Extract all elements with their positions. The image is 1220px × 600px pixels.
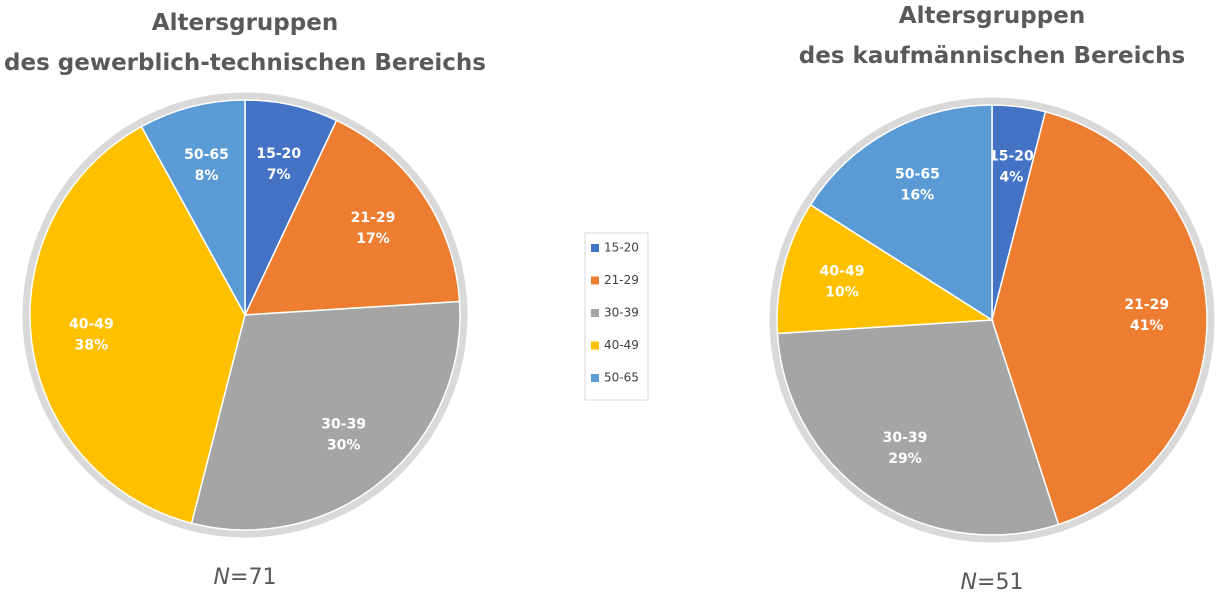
slice-category: 30-39 — [321, 416, 366, 432]
legend-label: 21-29 — [604, 273, 639, 287]
pie-slice — [991, 110, 1208, 526]
legend-swatch — [591, 309, 599, 317]
slice-value: 38% — [75, 337, 109, 353]
slice-value: 16% — [901, 187, 935, 203]
legend-label: 40-49 — [604, 338, 639, 352]
legend-swatch — [591, 244, 599, 252]
n-note: N=51 — [960, 570, 1024, 595]
slice-category: 21-29 — [1124, 297, 1169, 313]
legend-label: 50-65 — [604, 371, 639, 385]
legend-label: 15-20 — [604, 241, 639, 255]
slice-value: 10% — [825, 285, 859, 301]
slice-category: 15-20 — [989, 148, 1034, 164]
pie-slice — [29, 125, 246, 525]
slice-category: 15-20 — [256, 146, 301, 162]
n-note: N=71 — [213, 565, 277, 590]
pie-slice — [776, 203, 995, 335]
pie-slice — [140, 99, 246, 316]
pie-shadow — [769, 97, 1215, 543]
chart-title: des kaufmännischen Bereichs — [799, 43, 1185, 69]
slice-value: 4% — [1000, 169, 1024, 185]
slice-value: 17% — [356, 231, 390, 247]
slice-category: 40-49 — [69, 316, 114, 332]
chart-title: Altersgruppen — [899, 3, 1085, 29]
pie-slice — [243, 119, 461, 316]
chart-title: des gewerblich-technischen Bereichs — [4, 50, 486, 76]
slice-category: 50-65 — [895, 166, 940, 182]
slice-value: 7% — [267, 167, 291, 183]
legend-swatch — [591, 276, 599, 285]
slice-value: 30% — [327, 437, 361, 453]
chart-title: Altersgruppen — [152, 10, 338, 36]
legend-swatch — [591, 374, 599, 382]
pie-slice — [190, 300, 461, 531]
pie-slice — [776, 319, 1060, 536]
pie-shadow — [22, 92, 468, 538]
slice-category: 40-49 — [820, 264, 865, 280]
slice-value: 41% — [1130, 318, 1164, 334]
slice-value: 8% — [195, 168, 219, 184]
slice-category: 30-39 — [883, 430, 928, 446]
slice-category: 50-65 — [184, 147, 229, 163]
legend-swatch — [591, 341, 599, 350]
slice-category: 21-29 — [351, 210, 396, 226]
legend-label: 30-39 — [604, 306, 639, 320]
slice-value: 29% — [888, 451, 922, 467]
pie-slice — [809, 104, 993, 322]
